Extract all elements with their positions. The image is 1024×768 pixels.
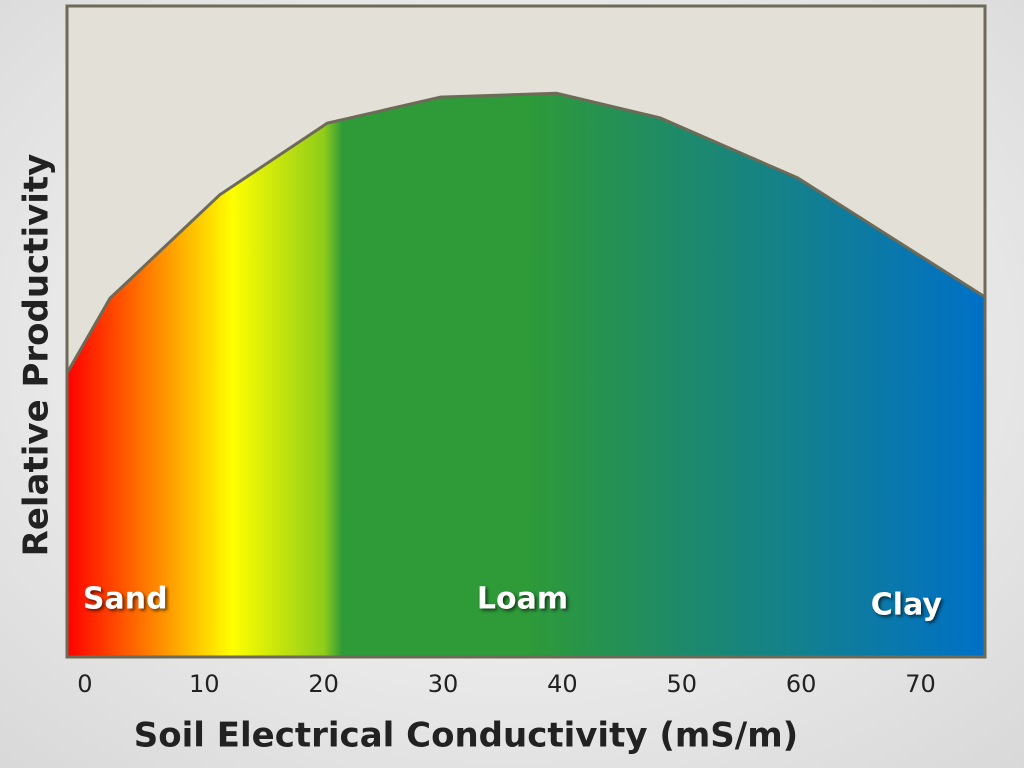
x-tick-label: 20 — [308, 670, 339, 698]
region-label: Sand — [83, 582, 168, 617]
x-axis-label: Soil Electrical Conductivity (mS/m) — [134, 716, 798, 756]
x-tick-label: 40 — [547, 670, 578, 698]
area — [67, 93, 985, 657]
x-tick-label: 10 — [189, 670, 220, 698]
x-tick-label: 50 — [667, 670, 698, 698]
x-tick-label: 0 — [77, 670, 92, 698]
y-axis-label: Relative Productivity — [17, 154, 57, 557]
x-tick-label: 60 — [786, 670, 817, 698]
region-label: Clay — [871, 588, 943, 623]
x-tick-label: 30 — [428, 670, 459, 698]
area-line — [65, 91, 986, 374]
region-label: Loam — [477, 582, 568, 617]
plot-border — [65, 4, 987, 659]
x-tick-label: 70 — [905, 670, 936, 698]
